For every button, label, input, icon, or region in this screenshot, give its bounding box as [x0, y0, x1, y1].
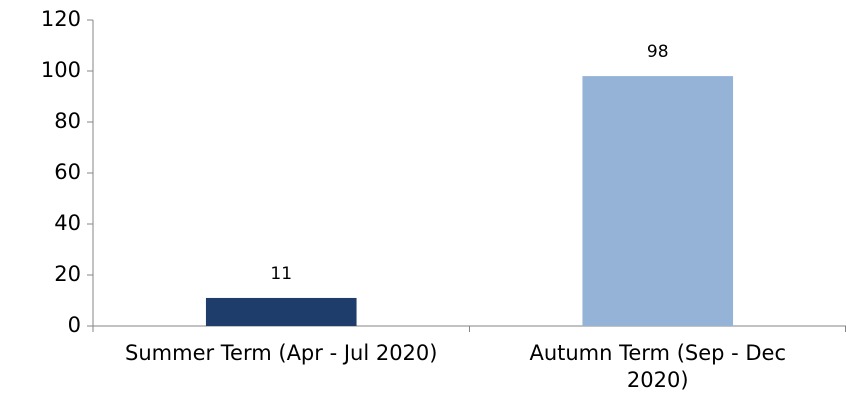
- y-tick-label: 80: [54, 109, 81, 133]
- data-label: 11: [270, 264, 292, 284]
- y-tick-label: 100: [41, 58, 81, 82]
- x-tick-label: Summer Term (Apr - Jul 2020): [125, 341, 438, 365]
- x-tick-label: Autumn Term (Sep - Dec 2020): [529, 341, 787, 392]
- y-tick-label: 40: [54, 211, 81, 235]
- y-tick-label: 120: [41, 7, 81, 31]
- bar: [205, 297, 357, 326]
- y-tick-label: 20: [54, 262, 81, 286]
- y-tick-label: 60: [54, 160, 81, 184]
- data-label: 98: [647, 42, 669, 62]
- bar: [582, 76, 734, 326]
- y-tick-label: 0: [68, 313, 81, 337]
